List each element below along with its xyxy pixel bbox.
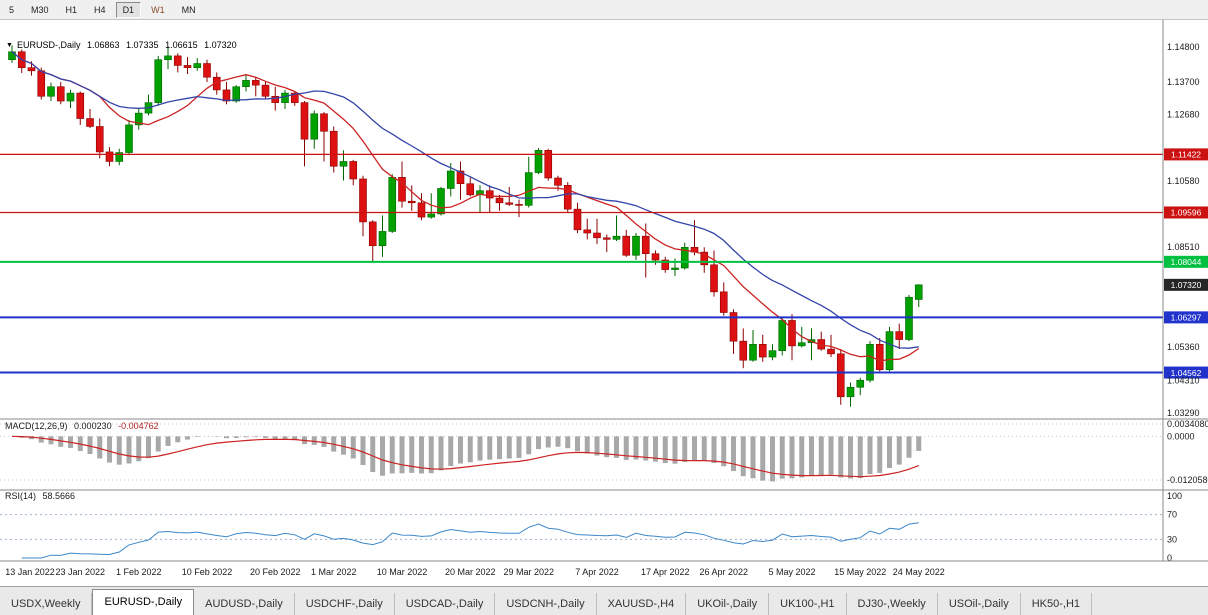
- tab-usdcnh-daily[interactable]: USDCNH-,Daily: [495, 593, 597, 615]
- svg-text:1.08044: 1.08044: [1171, 257, 1202, 267]
- tab-usdchf-daily[interactable]: USDCHF-,Daily: [295, 593, 395, 615]
- svg-text:5 May 2022: 5 May 2022: [768, 567, 815, 577]
- timeframe-button-h1[interactable]: H1: [59, 2, 85, 18]
- svg-text:-0.0120580: -0.0120580: [1167, 475, 1208, 485]
- svg-text:1.12680: 1.12680: [1167, 109, 1200, 119]
- symbol-marker-icon: ▼: [6, 42, 13, 49]
- tab-dj30-weekly[interactable]: DJ30-,Weekly: [847, 593, 938, 615]
- chart-header: ▼ EURUSD-,Daily 1.06863 1.07335 1.06615 1…: [6, 40, 241, 50]
- timeframe-button-w1[interactable]: W1: [144, 2, 172, 18]
- svg-text:1.03290: 1.03290: [1167, 408, 1200, 418]
- rsi-indicator-label: RSI(14) 58.5666: [5, 491, 79, 501]
- svg-text:15 May 2022: 15 May 2022: [834, 567, 886, 577]
- timeframe-button-h4[interactable]: H4: [87, 2, 113, 18]
- rsi-value: 58.5666: [42, 491, 76, 501]
- svg-text:70: 70: [1167, 510, 1177, 520]
- tab-xauusd-h4[interactable]: XAUUSD-,H4: [597, 593, 687, 615]
- svg-text:1.04562: 1.04562: [1171, 368, 1202, 378]
- svg-text:1 Mar 2022: 1 Mar 2022: [311, 567, 357, 577]
- ohlc-high: 1.07335: [126, 40, 159, 50]
- svg-text:0.0034080: 0.0034080: [1167, 419, 1208, 429]
- svg-text:1 Feb 2022: 1 Feb 2022: [116, 567, 162, 577]
- chart-symbol-label: EURUSD-,Daily: [16, 40, 81, 50]
- macd-indicator-label: MACD(12,26,9) 0.000230 -0.004762: [5, 421, 163, 431]
- timeframe-button-5[interactable]: 5: [2, 2, 21, 18]
- svg-text:20 Feb 2022: 20 Feb 2022: [250, 567, 301, 577]
- svg-text:1.10580: 1.10580: [1167, 176, 1200, 186]
- macd-signal-value: -0.004762: [118, 421, 159, 431]
- svg-text:10 Feb 2022: 10 Feb 2022: [182, 567, 233, 577]
- svg-text:30: 30: [1167, 534, 1177, 544]
- ohlc-close: 1.07320: [204, 40, 237, 50]
- svg-text:13 Jan 2022: 13 Jan 2022: [5, 567, 55, 577]
- svg-text:0: 0: [1167, 553, 1172, 563]
- svg-text:10 Mar 2022: 10 Mar 2022: [377, 567, 428, 577]
- tab-ukoil-daily[interactable]: UKOil-,Daily: [686, 593, 770, 615]
- svg-text:1.13700: 1.13700: [1167, 77, 1200, 87]
- svg-text:1.06297: 1.06297: [1171, 313, 1202, 323]
- chart-area[interactable]: 1.11422 1.09596 1.08044 1.07320 1.06297 1.045…: [0, 20, 1208, 586]
- svg-text:24 May 2022: 24 May 2022: [893, 567, 945, 577]
- svg-text:23 Jan 2022: 23 Jan 2022: [55, 567, 105, 577]
- tab-hk50-h1[interactable]: HK50-,H1: [1021, 593, 1093, 615]
- macd-name: MACD(12,26,9): [5, 421, 68, 431]
- price-chart-canvas[interactable]: 1.11422 1.09596 1.08044 1.07320 1.06297 1.045…: [0, 20, 1208, 586]
- svg-text:1.08510: 1.08510: [1167, 242, 1200, 252]
- svg-text:1.07320: 1.07320: [1171, 280, 1202, 290]
- tab-usoil-daily[interactable]: USOil-,Daily: [938, 593, 1021, 615]
- tab-usdx-weekly[interactable]: USDX,Weekly: [0, 593, 93, 615]
- svg-text:1.11422: 1.11422: [1171, 150, 1201, 160]
- svg-text:7 Apr 2022: 7 Apr 2022: [575, 567, 619, 577]
- tab-eurusd-daily[interactable]: EURUSD-,Daily: [92, 589, 195, 615]
- ohlc-open: 1.06863: [86, 40, 120, 50]
- ohlc-low: 1.06615: [165, 40, 198, 50]
- svg-text:1.14800: 1.14800: [1167, 42, 1200, 52]
- rsi-name: RSI(14): [5, 491, 37, 501]
- timeframe-button-mn[interactable]: MN: [175, 2, 203, 18]
- tab-audusd-daily[interactable]: AUDUSD-,Daily: [194, 593, 295, 615]
- svg-text:0.0000: 0.0000: [1167, 431, 1195, 441]
- svg-text:1.09596: 1.09596: [1171, 208, 1202, 218]
- symbol-tab-bar: USDX,Weekly EURUSD-,Daily AUDUSD-,Daily USD…: [0, 586, 1208, 615]
- svg-text:26 Apr 2022: 26 Apr 2022: [699, 567, 748, 577]
- svg-text:20 Mar 2022: 20 Mar 2022: [445, 567, 496, 577]
- timeframe-button-m30[interactable]: M30: [24, 2, 56, 18]
- svg-text:1.04310: 1.04310: [1167, 376, 1200, 386]
- svg-text:1.05360: 1.05360: [1167, 342, 1200, 352]
- tab-usdcad-daily[interactable]: USDCAD-,Daily: [395, 593, 496, 615]
- svg-text:100: 100: [1167, 491, 1182, 501]
- tab-uk100-h1[interactable]: UK100-,H1: [769, 593, 847, 615]
- timeframe-button-d1[interactable]: D1: [115, 1, 142, 18]
- svg-text:29 Mar 2022: 29 Mar 2022: [503, 567, 554, 577]
- timeframe-toolbar: 5 M30 H1 H4 D1 W1 MN: [0, 0, 1208, 20]
- svg-text:17 Apr 2022: 17 Apr 2022: [641, 567, 690, 577]
- macd-main-value: 0.000230: [74, 421, 112, 431]
